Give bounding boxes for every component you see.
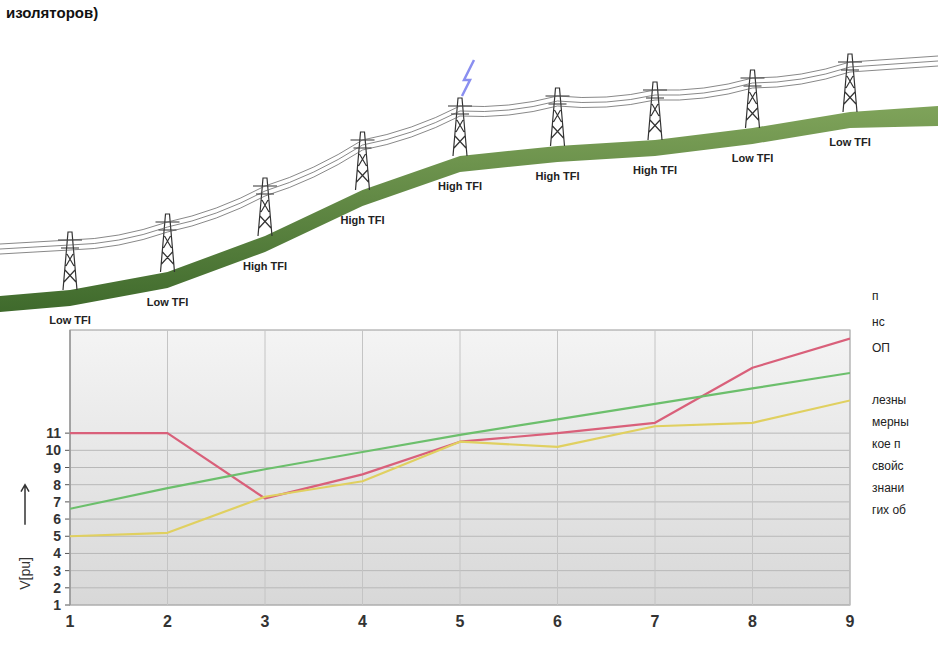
- tick: [65, 536, 70, 537]
- category-line: [557, 330, 558, 605]
- tick: [65, 605, 70, 606]
- tower: [741, 70, 765, 128]
- category-line: [70, 330, 71, 605]
- plot-area: [70, 330, 850, 605]
- tick-label: 1: [53, 597, 61, 613]
- tick: [65, 570, 70, 571]
- wire: [0, 66, 938, 254]
- tower-frame: [838, 54, 862, 112]
- tower-label: Low TFI: [147, 296, 189, 308]
- tick-label: 11: [46, 425, 61, 441]
- tower-label: High TFI: [243, 260, 287, 272]
- side-text: свойс: [872, 459, 904, 473]
- x-tick-label: 9: [846, 613, 855, 630]
- tick-label: 2: [53, 580, 61, 596]
- x-tick-label: 3: [261, 613, 270, 630]
- tick-label: 5: [53, 528, 61, 544]
- category-line: [752, 330, 753, 605]
- heading: изоляторов): [6, 4, 98, 21]
- category-line: [362, 330, 363, 605]
- tick-label: 8: [53, 477, 61, 493]
- tick: [65, 501, 70, 502]
- y-axis: [69, 330, 70, 605]
- side-text: нс: [872, 315, 885, 329]
- side-text: гих об: [872, 503, 906, 517]
- tower-label: High TFI: [438, 180, 482, 192]
- x-tick-label: 7: [651, 613, 660, 630]
- tower: [643, 82, 667, 140]
- series-group: [70, 339, 850, 537]
- tick: [65, 587, 70, 588]
- side-text: кое п: [872, 437, 901, 451]
- tick-label: 3: [53, 563, 61, 579]
- tick-label: 9: [53, 460, 61, 476]
- category-line: [655, 330, 656, 605]
- side-text: п: [872, 289, 879, 303]
- x-tick-label: 4: [358, 613, 367, 630]
- tick: [65, 433, 70, 434]
- category-line: [850, 330, 851, 605]
- tower: [351, 132, 375, 190]
- series-line: [70, 339, 850, 499]
- terrain: [0, 106, 938, 312]
- tick-label: 4: [53, 545, 61, 561]
- chart: изоляторов) Low TFI Low TFI High TFI High TF…: [0, 0, 938, 647]
- category-line: [265, 330, 266, 605]
- y-axis-title: V[pu]: [17, 557, 33, 590]
- x-tick-label: 6: [553, 613, 562, 630]
- tower-label: High TFI: [341, 214, 385, 226]
- series-line: [70, 400, 850, 536]
- tower-frame: [741, 70, 765, 128]
- tick-label: 7: [53, 494, 61, 510]
- category-line: [167, 330, 168, 605]
- tick: [65, 484, 70, 485]
- side-text: ОП: [872, 341, 890, 355]
- tick: [65, 519, 70, 520]
- side-text: мерны: [872, 415, 909, 429]
- tower-label: Low TFI: [732, 152, 774, 164]
- side-text: лезны: [872, 393, 906, 407]
- tick: [65, 553, 70, 554]
- tower-frame: [156, 214, 180, 272]
- x-tick-label: 8: [748, 613, 757, 630]
- tower-label: Low TFI: [829, 136, 871, 148]
- tower-label: High TFI: [633, 164, 677, 176]
- category-line: [460, 330, 461, 605]
- tower: [253, 178, 277, 236]
- x-tick-label: 5: [456, 613, 465, 630]
- axis-arrow: [21, 485, 29, 525]
- tower-label: Low TFI: [49, 314, 91, 326]
- tick-label: 10: [45, 442, 61, 458]
- tower-frame: [253, 178, 277, 236]
- tick: [65, 450, 70, 451]
- x-tick-label: 1: [66, 613, 75, 630]
- wire: [0, 61, 938, 249]
- tower: [838, 54, 862, 112]
- tower-frame: [643, 82, 667, 140]
- tick-label: 6: [53, 511, 61, 527]
- tick: [65, 467, 70, 468]
- tower: [156, 214, 180, 272]
- x-tick-label: 2: [163, 613, 172, 630]
- lightning: [462, 60, 474, 96]
- tower-frame: [351, 132, 375, 190]
- tower-label: High TFI: [536, 170, 580, 182]
- side-text: знани: [872, 481, 904, 495]
- wire: [0, 56, 938, 244]
